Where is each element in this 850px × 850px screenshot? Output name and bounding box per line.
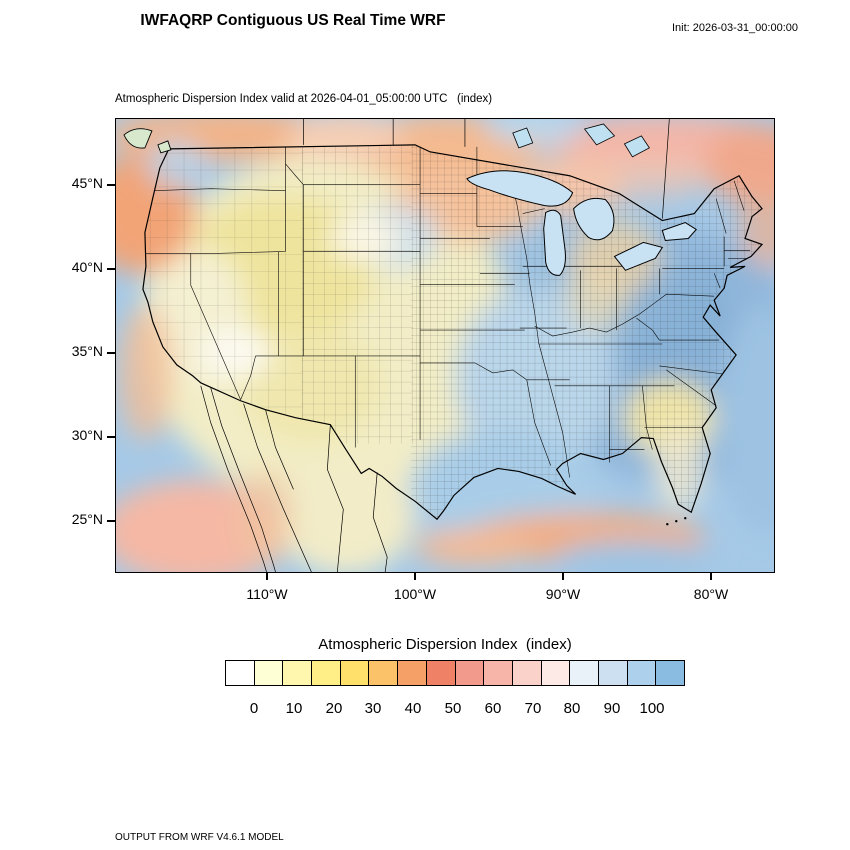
x-axis-label: 80°W	[693, 586, 729, 602]
conus-dispersion-map	[116, 119, 774, 572]
y-tick-mark	[107, 436, 115, 438]
colorbar-cell	[368, 660, 399, 686]
page-title: IWFAQRP Contiguous US Real Time WRF	[140, 12, 446, 29]
map-subtitle: Atmospheric Dispersion Index valid at 20…	[115, 93, 493, 105]
colorbar-tick-label: 20	[325, 700, 343, 717]
init-timestamp: Init: 2026-03-31_00:00:00	[672, 22, 798, 34]
y-tick-mark	[107, 352, 115, 354]
colorbar-tick-label: 10	[285, 700, 303, 717]
colorbar-tick-label: 90	[603, 700, 621, 717]
colorbar-cell	[311, 660, 341, 686]
colorbar-cell	[569, 660, 599, 686]
x-tick-mark	[266, 573, 268, 580]
colorbar-cell	[225, 660, 255, 686]
colorbar-tick-label: 60	[484, 700, 502, 717]
x-tick-mark	[562, 573, 564, 580]
colorbar-tick-label: 100	[639, 700, 665, 717]
colorbar-cell	[626, 660, 657, 686]
colorbar-cell	[454, 660, 485, 686]
canada-mexico-borders	[200, 119, 670, 572]
colorbar-swatches	[225, 660, 685, 686]
colorbar-cell	[397, 660, 427, 686]
colorbar-cell	[339, 660, 370, 686]
colorbar-title: Atmospheric Dispersion Index (index)	[318, 636, 572, 653]
colorbar-tick-label: 40	[404, 700, 422, 717]
x-axis-label: 100°W	[393, 586, 437, 602]
florida-keys	[666, 517, 687, 526]
colorbar-cell	[483, 660, 513, 686]
colorbar-cell	[511, 660, 542, 686]
footer-model-line: OUTPUT FROM WRF V4.6.1 MODEL	[115, 832, 284, 843]
y-axis-label: 30°N	[71, 427, 103, 443]
footer: OUTPUT FROM WRF V4.6.1 MODEL WE = 580 ; …	[115, 802, 508, 850]
colorbar-cell	[253, 660, 284, 686]
colorbar-cell	[425, 660, 456, 686]
x-tick-mark	[414, 573, 416, 580]
y-axis-label: 35°N	[71, 343, 103, 359]
great-lakes	[466, 170, 697, 276]
y-axis-label: 45°N	[71, 175, 103, 191]
y-axis-label: 25°N	[71, 511, 103, 527]
vancouver-island	[123, 128, 172, 154]
colorbar-cell	[540, 660, 571, 686]
x-axis-label: 90°W	[545, 586, 581, 602]
colorbar-tick-label: 50	[444, 700, 462, 717]
colorbar-tick-label: 0	[249, 700, 259, 717]
x-axis-label: 110°W	[246, 586, 288, 602]
us-coast-outline	[142, 144, 764, 521]
state-borders	[145, 146, 751, 478]
x-tick-mark	[710, 573, 712, 580]
colorbar-cell	[597, 660, 628, 686]
y-axis-label: 40°N	[71, 259, 103, 275]
y-tick-mark	[107, 268, 115, 270]
y-tick-mark	[107, 184, 115, 186]
map-frame	[115, 118, 775, 573]
canadian-lakes	[512, 123, 650, 158]
colorbar-cell	[655, 660, 685, 686]
colorbar-cell	[282, 660, 313, 686]
y-tick-mark	[107, 520, 115, 522]
colorbar-tick-label: 80	[563, 700, 581, 717]
colorbar-tick-label: 70	[524, 700, 542, 717]
colorbar-tick-label: 30	[364, 700, 382, 717]
